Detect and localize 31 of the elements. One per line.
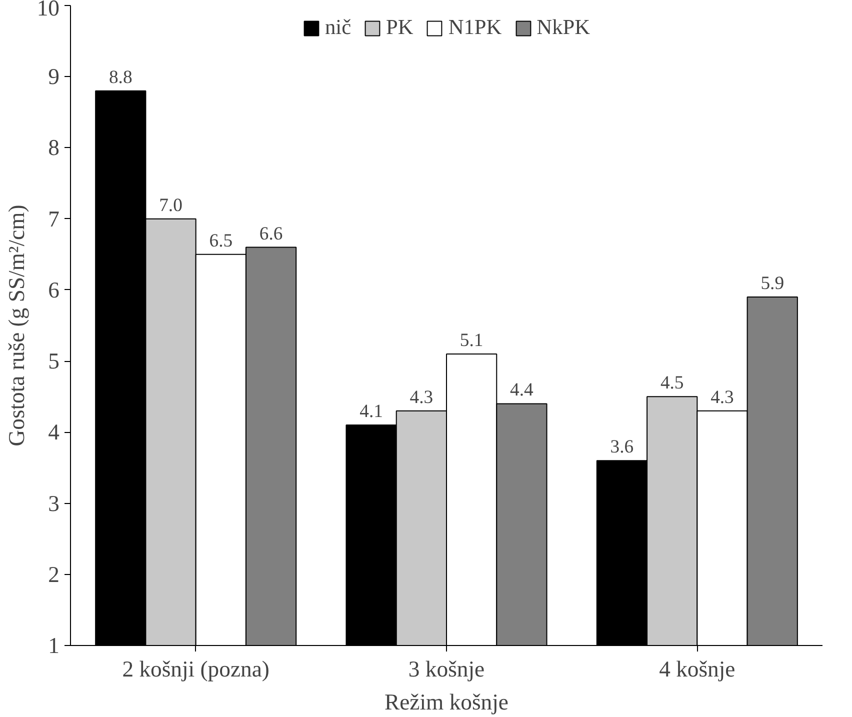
x-tick-label: 4 košnje	[659, 656, 736, 682]
data-label: 4.4	[510, 380, 534, 401]
legend-label: nič	[324, 15, 352, 40]
data-label: 7.0	[159, 194, 182, 216]
data-label: 8.8	[108, 66, 132, 88]
y-tick-label: 4	[48, 420, 60, 445]
data-label: 5.1	[460, 330, 484, 351]
legend-label: PK	[386, 15, 414, 40]
y-tick-label: 2	[48, 562, 60, 587]
data-label: 6.6	[259, 223, 283, 244]
x-tick-label: 3 košnje	[408, 656, 485, 682]
data-label: 3.6	[610, 436, 634, 458]
data-label: 4.1	[360, 401, 383, 422]
y-tick-label: 9	[48, 64, 60, 90]
data-label: 4.3	[410, 386, 434, 408]
data-label: 4.3	[710, 386, 734, 408]
x-axis-title: Režim košnje	[384, 690, 508, 714]
y-tick-label: 6	[48, 277, 60, 302]
y-tick-label: 7	[48, 206, 60, 232]
y-tick-label: 8	[48, 135, 60, 160]
y-tick-label: 10	[36, 0, 60, 20]
legend-label: NkPK	[536, 15, 590, 40]
y-axis-title: Gostota ruše (g SS/m²/cm)	[4, 204, 29, 446]
y-tick-label: 5	[48, 348, 60, 374]
legend-label: N1PK	[448, 15, 502, 40]
y-tick-label: 3	[48, 490, 60, 516]
data-label: 6.5	[209, 230, 233, 252]
y-tick-label: 1	[48, 633, 60, 658]
data-label: 4.5	[660, 372, 684, 394]
data-label: 5.9	[760, 273, 784, 294]
x-tick-label: 2 košnji (pozna)	[122, 656, 270, 682]
